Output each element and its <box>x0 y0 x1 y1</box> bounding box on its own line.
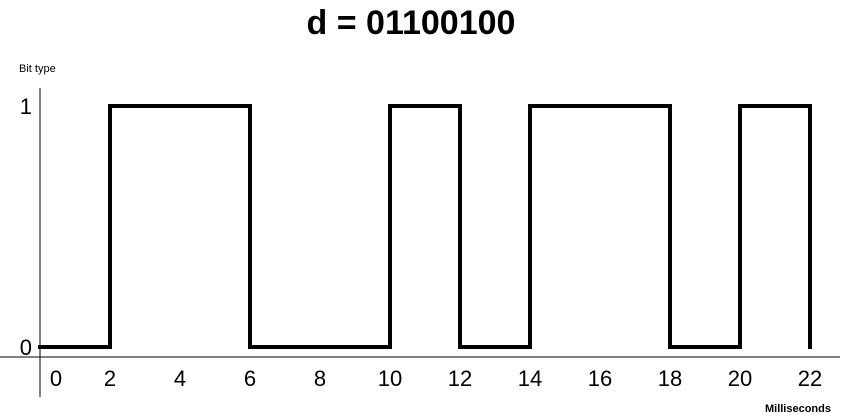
y-tick-label: 0 <box>20 335 32 360</box>
x-tick-label: 18 <box>658 366 682 391</box>
y-axis-label: Bit type <box>19 63 56 75</box>
y-tick-labels: 01 <box>20 94 32 360</box>
x-tick-label: 2 <box>104 366 116 391</box>
x-tick-label: 4 <box>174 366 186 391</box>
x-tick-label: 6 <box>244 366 256 391</box>
x-tick-labels: 0 2 4 6 8 10 12 14 16 18 20 22 <box>50 366 822 391</box>
x-tick-label: 16 <box>588 366 612 391</box>
y-tick-label: 1 <box>20 94 32 119</box>
x-tick-label: 20 <box>728 366 752 391</box>
chart-title: d = 01100100 <box>307 4 516 42</box>
x-tick-label: 14 <box>518 366 542 391</box>
x-tick-label: 22 <box>798 366 822 391</box>
x-tick-label: 8 <box>314 366 326 391</box>
x-tick-label: 0 <box>50 366 62 391</box>
x-tick-label: 10 <box>378 366 402 391</box>
x-tick-label: 12 <box>448 366 472 391</box>
x-axis-label: Milliseconds <box>765 403 831 415</box>
bit-signal-line <box>38 104 812 349</box>
